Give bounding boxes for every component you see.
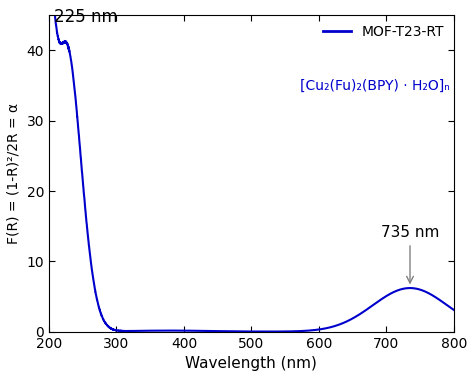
Text: [Cu₂(Fu)₂(BPY) · H₂O]ₙ: [Cu₂(Fu)₂(BPY) · H₂O]ₙ (300, 79, 450, 93)
Y-axis label: F(R) = (1-R)²/2R = α: F(R) = (1-R)²/2R = α (7, 103, 21, 244)
Legend: MOF-T23-RT: MOF-T23-RT (317, 19, 450, 45)
Text: 735 nm: 735 nm (381, 225, 439, 283)
Text: 225 nm: 225 nm (54, 8, 118, 26)
X-axis label: Wavelength (nm): Wavelength (nm) (185, 356, 318, 371)
